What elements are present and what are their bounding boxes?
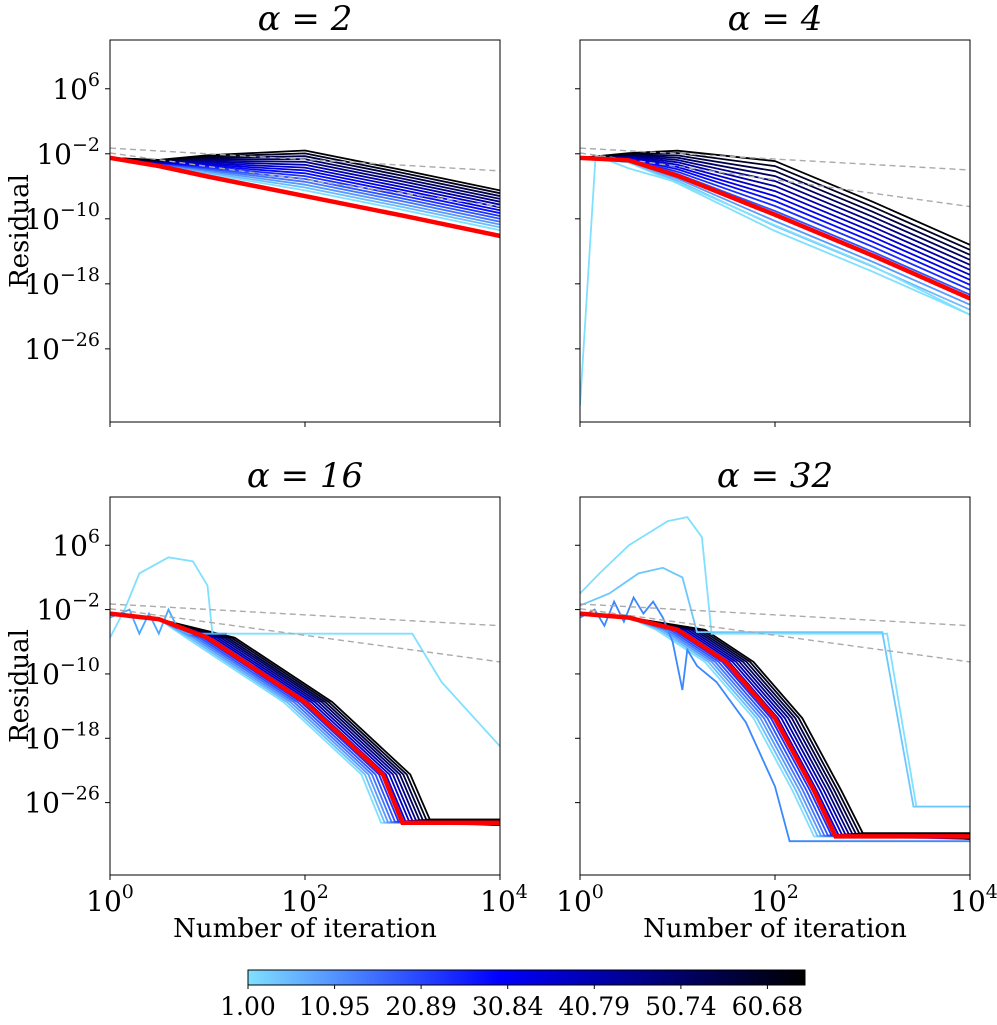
tick-label: 102 bbox=[281, 881, 329, 918]
highlight-line bbox=[110, 155, 500, 239]
x-axis-label: Number of iteration bbox=[643, 914, 907, 944]
tick-label: 10−26 bbox=[24, 329, 100, 366]
series-line bbox=[110, 612, 500, 822]
tick-label: 104 bbox=[950, 881, 997, 918]
tick-label: 100 bbox=[86, 881, 134, 918]
colorbar-tick-label: 40.79 bbox=[559, 992, 631, 1021]
plot-area bbox=[110, 147, 500, 239]
x-axis-label: Number of iteration bbox=[173, 914, 437, 944]
highlight-line bbox=[580, 155, 970, 301]
tick-label: 106 bbox=[52, 69, 100, 106]
colorbar-tick-label: 50.74 bbox=[645, 992, 717, 1021]
series-line bbox=[580, 149, 970, 246]
reference-line bbox=[110, 603, 500, 627]
reference-line bbox=[110, 147, 500, 172]
series-line bbox=[110, 612, 500, 822]
panel-title: α = 2 bbox=[258, 0, 353, 39]
colorbar: 1.00 10.95 20.89 30.84 40.79 50.74 60.68 bbox=[220, 969, 806, 1021]
plot-area bbox=[110, 556, 500, 826]
panel-2: 106 10−2 10−10 10−18 10−26 α = 2 Residual bbox=[5, 0, 501, 427]
tick-label: 102 bbox=[751, 881, 799, 918]
highlight-line bbox=[110, 611, 500, 825]
plot-area bbox=[580, 516, 970, 843]
highlight-line bbox=[580, 611, 970, 839]
series-line bbox=[110, 612, 500, 822]
colorbar-tick-label: 60.68 bbox=[732, 992, 804, 1021]
outlier-line bbox=[580, 154, 970, 406]
reference-line bbox=[580, 603, 970, 627]
panel-title: α = 32 bbox=[717, 456, 833, 496]
panel-title: α = 4 bbox=[728, 0, 823, 39]
outlier-line bbox=[580, 516, 970, 808]
series-line bbox=[580, 612, 970, 837]
panel-4: α = 4 bbox=[575, 0, 971, 427]
panel-title: α = 16 bbox=[247, 456, 363, 496]
tick-label: 100 bbox=[556, 881, 604, 918]
panel-16: 106 10−2 10−10 10−18 10−26 100 102 104 α = 16 Num… bbox=[5, 456, 528, 944]
tick-label: 104 bbox=[480, 881, 528, 918]
y-axis-label: Residual bbox=[5, 174, 35, 288]
tick-label: 10−10 bbox=[24, 654, 100, 691]
series-line bbox=[110, 612, 500, 822]
tick-label: 10−18 bbox=[24, 718, 100, 755]
y-axis-label: Residual bbox=[5, 629, 35, 743]
panel-32: 100 102 104 α = 32 Number of iteration bbox=[556, 456, 997, 944]
outlier-line bbox=[110, 556, 500, 747]
colorbar-tick-label: 1.00 bbox=[220, 992, 276, 1021]
tick-label: 106 bbox=[52, 525, 100, 562]
reference-line bbox=[580, 608, 970, 663]
axes-frame bbox=[109, 39, 501, 423]
tick-label: 10−2 bbox=[36, 134, 100, 171]
reference-line bbox=[110, 608, 500, 663]
outlier-line bbox=[580, 566, 970, 808]
colorbar-gradient bbox=[247, 969, 806, 986]
series-line bbox=[110, 149, 500, 192]
reference-line bbox=[580, 147, 970, 171]
colorbar-tick-label: 20.89 bbox=[385, 992, 457, 1021]
reference-line bbox=[110, 152, 500, 208]
colorbar-tick-label: 10.95 bbox=[299, 992, 371, 1021]
tick-label: 10−18 bbox=[24, 264, 100, 301]
tick-label: 10−10 bbox=[24, 199, 100, 236]
series-line bbox=[110, 612, 500, 824]
reference-line bbox=[580, 152, 970, 208]
tick-label: 10−2 bbox=[36, 590, 100, 627]
plot-area bbox=[580, 147, 970, 406]
colorbar-tick-label: 30.84 bbox=[472, 992, 544, 1021]
tick-label: 10−26 bbox=[24, 783, 100, 820]
